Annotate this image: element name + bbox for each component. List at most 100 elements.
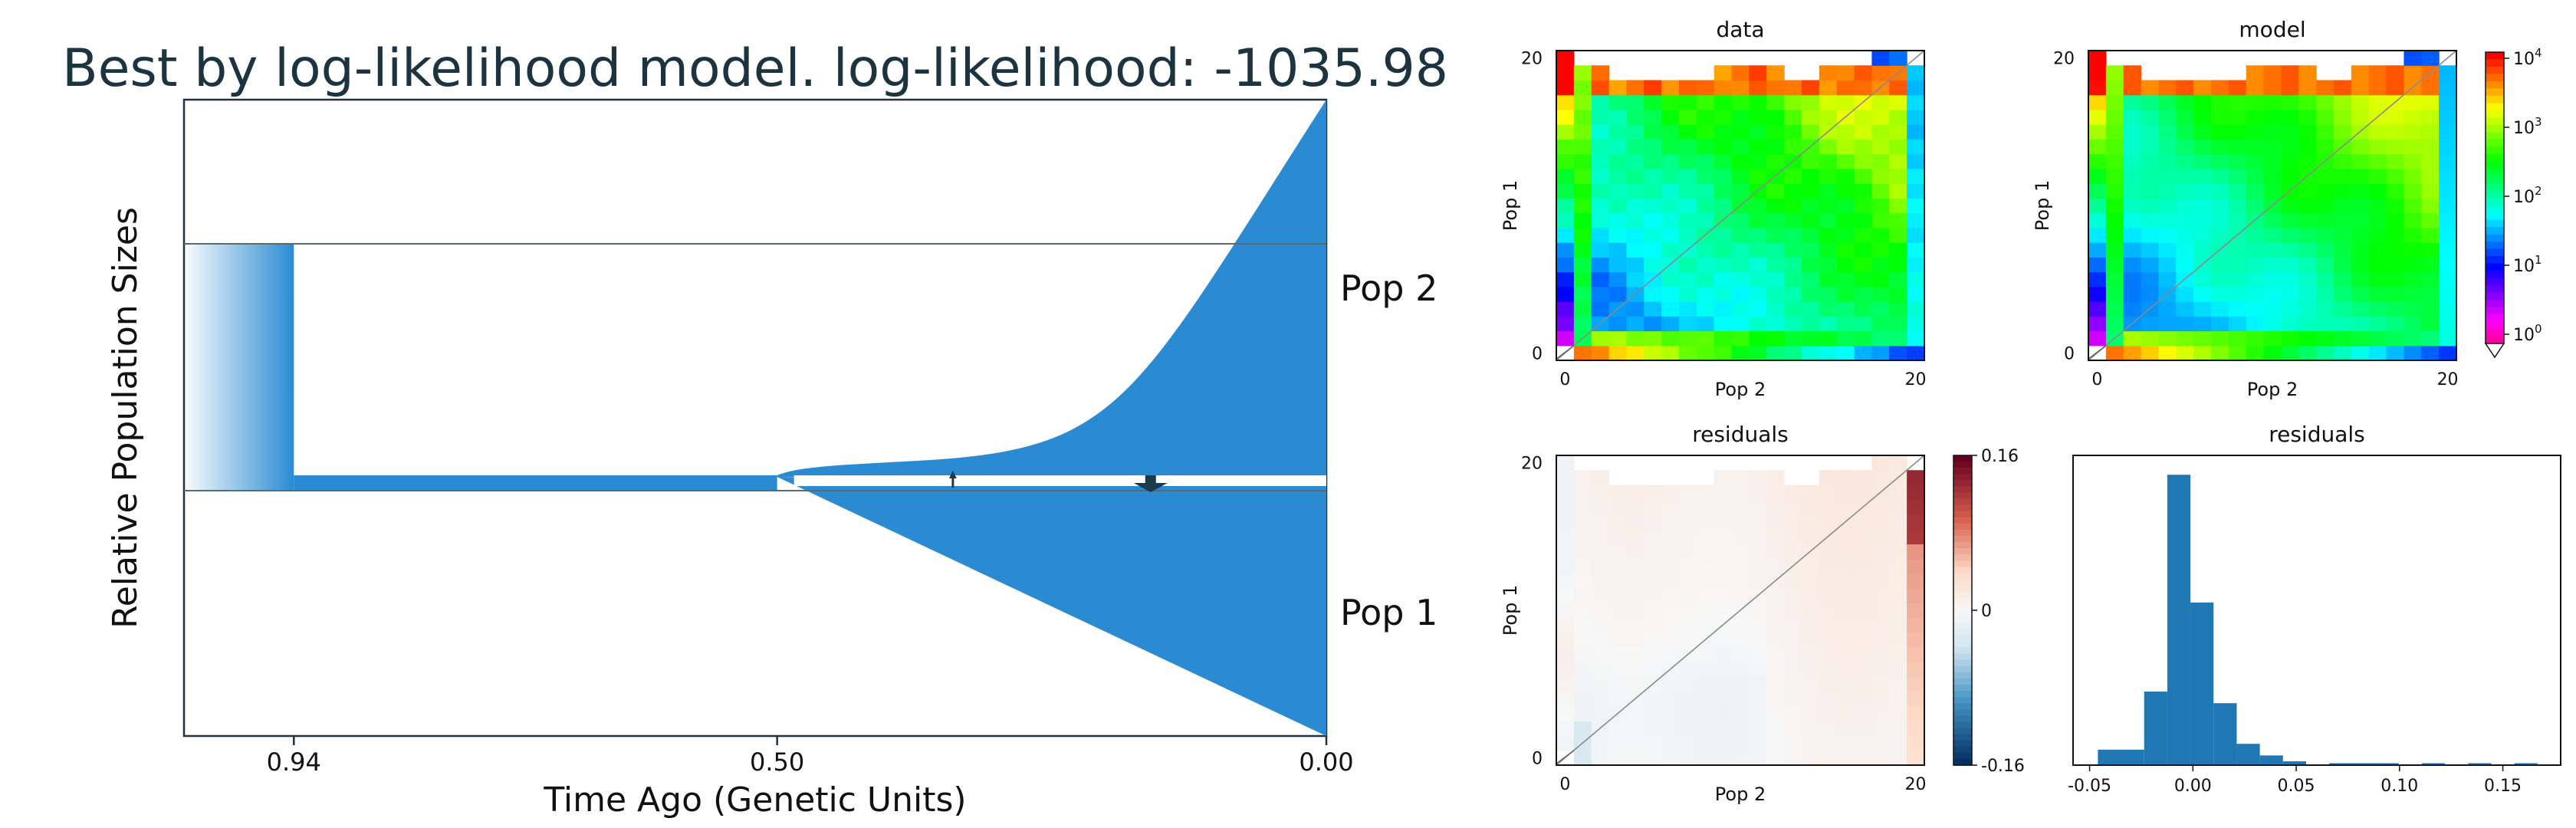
heatmap-cell	[2404, 109, 2422, 125]
heatmap-cell	[1661, 617, 1680, 633]
heatmap-cell	[1591, 242, 1610, 258]
colorbar-segment	[1953, 721, 1972, 729]
heatmap-cell	[1819, 286, 1838, 302]
heatmap-cell	[1766, 345, 1785, 361]
heatmap-cell	[2141, 271, 2160, 288]
heatmap-cell	[1696, 242, 1715, 258]
heatmap-cell	[1573, 65, 1592, 81]
heatmap-cell	[1871, 345, 1890, 361]
heatmap-cell	[1679, 94, 1697, 110]
heatmap-cell	[1556, 691, 1575, 707]
heatmap-cell	[1802, 721, 1820, 737]
heatmap-cell	[2088, 227, 2107, 243]
heatmap-cell	[1766, 212, 1785, 228]
heatmap-cell	[1836, 573, 1855, 589]
heatmap-cell	[1644, 242, 1662, 258]
heatmap-cell	[2211, 139, 2229, 155]
heatmap-cell	[1679, 330, 1697, 347]
heatmap-cell	[2211, 271, 2229, 288]
colorbar-segment	[2486, 103, 2504, 111]
colorbar-segment	[2486, 125, 2504, 133]
heatmap-cell	[1608, 212, 1628, 228]
heatmap-cell	[2105, 227, 2124, 243]
heatmap-cell	[1836, 647, 1855, 662]
heatmap-cell	[1784, 617, 1802, 633]
heatmap-cell	[1556, 168, 1575, 184]
heatmap-cell	[1784, 139, 1802, 155]
heatmap-cell	[1661, 212, 1680, 228]
heatmap-cell	[1591, 647, 1610, 662]
heatmap-cell	[1907, 109, 1925, 125]
heatmap-cell	[2246, 80, 2265, 96]
heatmap-cell	[2421, 227, 2440, 243]
heatmap-cell	[2316, 345, 2334, 361]
colorbar-segment	[1953, 468, 1972, 475]
heatmap-cell	[2386, 183, 2405, 199]
heatmap-cell	[1836, 257, 1855, 273]
heatmap-cell	[1626, 499, 1644, 515]
heatmap-cell	[1871, 514, 1890, 530]
heatmap-cell	[1766, 662, 1785, 678]
heatmap-cell	[2404, 345, 2422, 361]
heatmap-cell	[2193, 198, 2212, 214]
heatmap-cell	[2141, 80, 2160, 96]
colorbar-segment	[1953, 740, 1972, 748]
heatmap-cell	[1802, 617, 1820, 633]
heatmap-cell	[2421, 94, 2440, 110]
heatmap-cell	[1802, 94, 1820, 110]
heatmap-cell	[2176, 286, 2194, 302]
heatmap-cell	[1889, 721, 1907, 737]
heatmap-cell	[1889, 227, 1907, 243]
heatmap-cell	[1644, 647, 1662, 662]
y-axis-label: Pop 1	[2032, 180, 2053, 231]
heatmap-cell	[2439, 183, 2457, 199]
heatmap-cell	[1573, 750, 1592, 766]
heatmap-cell	[2123, 301, 2142, 317]
heatmap-cell	[1679, 153, 1697, 169]
heatmap-cell	[1731, 286, 1750, 302]
heatmap-cell	[1889, 573, 1907, 589]
heatmap-cell	[1854, 257, 1873, 273]
heatmap-cell	[1784, 676, 1802, 692]
heatmap-cell	[2298, 124, 2317, 140]
heatmap-cell	[1573, 94, 1592, 110]
heatmap-cell	[1696, 558, 1715, 574]
heatmap-cell	[1679, 227, 1697, 243]
heatmap-cell	[1766, 183, 1785, 199]
heatmap-cell	[2316, 330, 2334, 347]
heatmap-cell	[1573, 168, 1592, 184]
heatmap-cell	[1749, 330, 1767, 347]
heatmap-cell	[1731, 691, 1750, 707]
heatmap-cell	[1556, 529, 1575, 545]
heatmap-cell	[1889, 109, 1907, 125]
heatmap-cell	[1889, 345, 1907, 361]
heatmap-cell	[2088, 51, 2107, 66]
heatmap-cell	[1889, 662, 1907, 678]
heatmap-cell	[2123, 330, 2142, 347]
heatmap-cell	[1854, 558, 1873, 574]
heatmap-cell	[1854, 647, 1873, 662]
colorbar-segment	[2486, 300, 2504, 308]
heatmap-cell	[2176, 227, 2194, 243]
heatmap-cell	[1802, 529, 1820, 545]
heatmap-cell	[1661, 735, 1680, 751]
heatmap-cell	[1714, 124, 1733, 140]
colorbar-segment	[2486, 336, 2504, 344]
heatmap-cell	[1608, 617, 1628, 633]
x-axis-label: Pop 2	[1715, 784, 1766, 805]
colorbar-segment	[1953, 455, 1972, 462]
heatmap-cell	[1573, 514, 1592, 530]
heatmap-cell	[2298, 212, 2317, 228]
heatmap-cell	[1591, 198, 1610, 214]
heatmap-cell	[1819, 691, 1838, 707]
heatmap-cell	[1731, 706, 1750, 721]
heatmap-cell	[2368, 301, 2387, 317]
heatmap-cell	[1661, 168, 1680, 184]
heatmap-cell	[1802, 80, 1820, 96]
heatmap-cell	[1608, 662, 1628, 678]
heatmap-cell	[1714, 603, 1733, 619]
heatmap-cell	[2123, 80, 2142, 96]
heatmap-cell	[1854, 573, 1873, 589]
heatmap-cell	[1784, 301, 1802, 317]
heatmap-cell	[1871, 183, 1890, 199]
